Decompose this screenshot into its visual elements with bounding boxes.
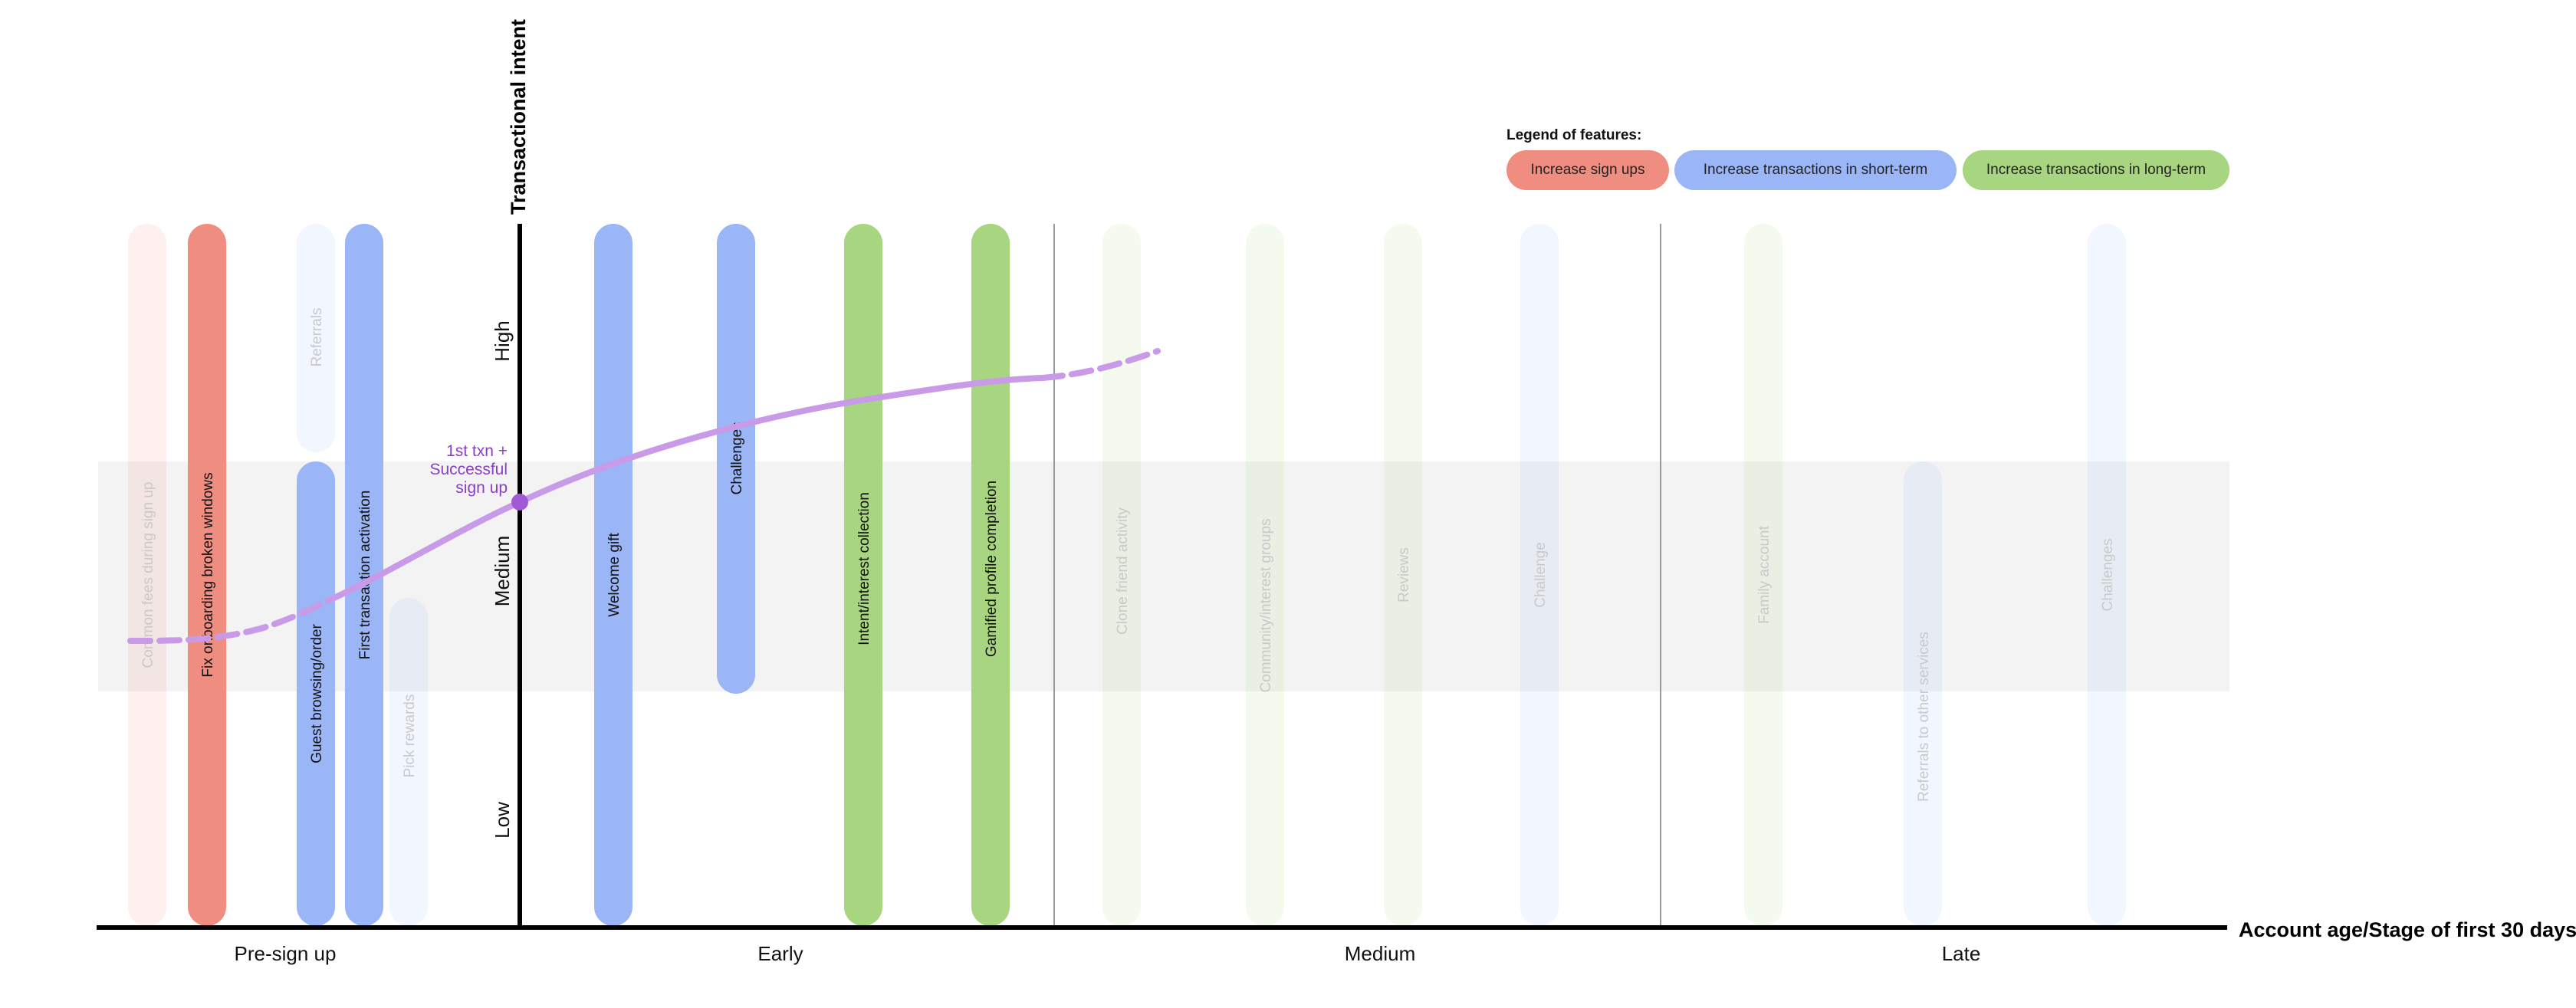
medium-intent-band: [98, 461, 2229, 691]
stage-label-early: Early: [757, 942, 803, 965]
legend-item-long-term: Increase transactions in long-term: [1963, 150, 2229, 190]
feature-bar: [345, 224, 383, 926]
y-level-medium: Medium: [491, 536, 514, 606]
feature-bar: [1246, 224, 1284, 926]
feature-bar: [389, 598, 428, 926]
first-transaction-point: [511, 494, 528, 511]
stage-label-pre-sign-up: Pre-sign up: [235, 942, 337, 965]
feature-bar: [188, 224, 226, 926]
feature-label: Intent/interest collection: [856, 492, 872, 645]
feature-label: Reviews: [1396, 547, 1412, 603]
stage-label-late: Late: [1942, 942, 1981, 965]
feature-label: Clone friend activity: [1115, 507, 1131, 635]
legend-item-short-term: Increase transactions in short-term: [1674, 150, 1957, 190]
feature-label: Community/interest groups: [1258, 518, 1274, 692]
feature-bar: [1384, 224, 1422, 926]
annotation-line-3: sign up: [455, 479, 508, 497]
legend-item-sign-ups: Increase sign ups: [1506, 150, 1669, 190]
intent-curve-dashed-end: [1040, 348, 1161, 381]
y-level-high: High: [491, 320, 514, 361]
feature-bar: [717, 224, 755, 694]
feature-bar: [594, 224, 632, 926]
feature-label: Referrals: [309, 307, 325, 366]
feature-bar: [1744, 224, 1783, 926]
feature-bar: [971, 224, 1010, 926]
feature-label: Common fees during sign up: [140, 482, 156, 668]
y-level-low: Low: [491, 802, 514, 839]
feature-bar: [128, 224, 166, 926]
feature-label: Challenges: [729, 422, 745, 494]
feature-label: Referrals to other services: [1916, 632, 1932, 802]
stage-label-medium: Medium: [1345, 942, 1415, 965]
feature-bar: [2088, 224, 2126, 926]
feature-bar: [1520, 224, 1559, 926]
feature-bar: [297, 461, 335, 926]
feature-label: Challenge: [1533, 542, 1549, 608]
feature-label: Family account: [1756, 525, 1773, 623]
feature-label: Guest browsing/order: [309, 624, 325, 763]
feature-label: Challenges: [2100, 538, 2116, 611]
feature-bar: [297, 224, 335, 452]
feature-label: First transaction activation: [357, 491, 373, 660]
feature-label: Gamified profile completion: [984, 481, 1000, 657]
feature-label: Fix onboarding broken windows: [200, 472, 216, 677]
x-axis-title: Account age/Stage of first 30 days: [2239, 918, 2576, 941]
intent-curve-solid: [334, 375, 1046, 599]
annotation-line-2: Successful: [429, 461, 508, 478]
legend-title: Legend of features:: [1506, 127, 1642, 143]
feature-label: Pick rewards: [402, 694, 418, 778]
feature-label: Welcome gift: [606, 533, 623, 617]
feature-bar: [1904, 461, 1942, 926]
feature-bar: [1102, 224, 1141, 926]
intent-curve-dashed-start: [127, 593, 340, 644]
annotation-line-1: 1st txn +: [446, 442, 508, 460]
y-axis-title: Transactional intent: [507, 19, 530, 215]
